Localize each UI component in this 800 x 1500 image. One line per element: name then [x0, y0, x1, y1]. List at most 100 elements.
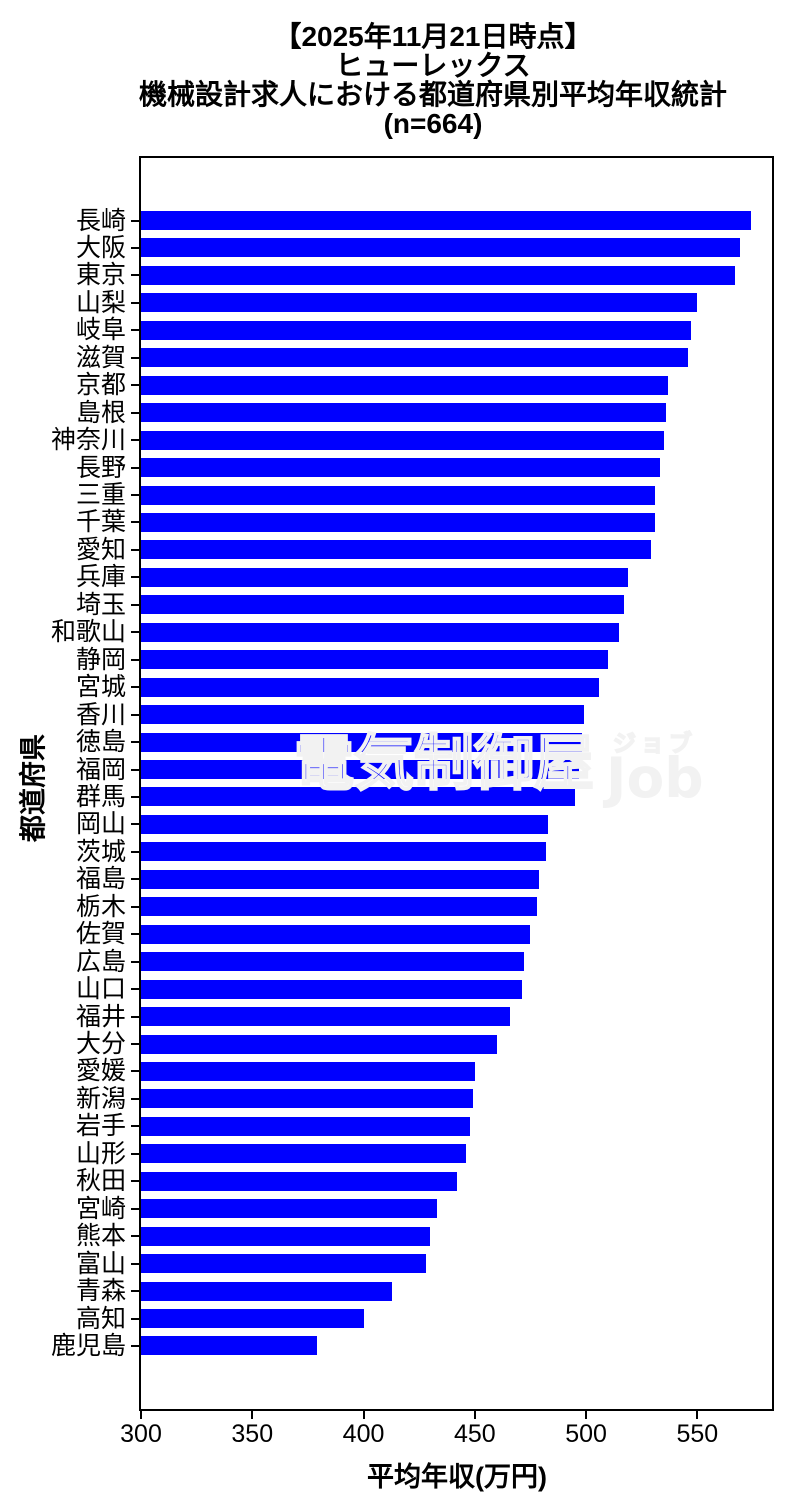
- y-tick-mark: [131, 878, 139, 881]
- y-tick-mark: [131, 576, 139, 579]
- y-tick-mark: [131, 741, 139, 744]
- bar: [141, 1116, 471, 1136]
- bar: [141, 732, 582, 752]
- y-tick-mark: [131, 658, 139, 661]
- y-tick-mark: [131, 494, 139, 496]
- bar: [141, 650, 609, 670]
- x-tick-label: 400: [342, 1420, 385, 1448]
- y-tick-label: 東京: [75, 261, 126, 290]
- bar: [141, 1226, 431, 1246]
- bar: [141, 705, 584, 725]
- bar: [141, 1171, 457, 1191]
- y-tick-mark: [131, 823, 139, 826]
- bar: [141, 1089, 473, 1109]
- watermark-kanji-text: 電気制御屋: [293, 730, 595, 798]
- y-tick-label: 群馬: [75, 782, 126, 811]
- x-tick-mark: [585, 1411, 588, 1419]
- bar: [141, 1254, 426, 1274]
- bar: [141, 924, 531, 944]
- y-tick-label: 埼玉: [75, 590, 126, 619]
- watermark-latin-group: ジョブ Job: [606, 730, 704, 810]
- title-line-4: (n=664): [383, 108, 483, 139]
- bar: [141, 595, 624, 615]
- y-tick-mark: [131, 905, 139, 908]
- plot-left-spine: [139, 156, 141, 1411]
- y-tick-mark: [131, 1317, 139, 1320]
- y-tick-label: 福井: [75, 1002, 126, 1031]
- y-tick-label: 和歌山: [50, 618, 126, 647]
- y-tick-mark: [131, 1043, 139, 1045]
- plot-top-spine: [139, 156, 774, 158]
- y-tick-mark: [131, 1125, 139, 1128]
- watermark-job-text: Job: [606, 746, 704, 810]
- bar: [141, 814, 549, 834]
- y-tick-label: 宮城: [75, 673, 126, 702]
- x-tick-label: 350: [231, 1420, 274, 1448]
- y-tick-label: 静岡: [75, 645, 126, 674]
- x-tick-mark: [362, 1411, 365, 1419]
- y-tick-mark: [131, 219, 139, 222]
- y-tick-mark: [131, 850, 139, 853]
- x-tick-mark: [140, 1411, 142, 1419]
- y-tick-mark: [131, 1015, 139, 1018]
- bar: [141, 512, 656, 532]
- y-tick-label: 京都: [75, 371, 126, 400]
- y-tick-label: 新潟: [75, 1084, 126, 1113]
- y-tick-mark: [131, 1097, 139, 1100]
- y-tick-mark: [131, 686, 139, 689]
- y-tick-label: 佐賀: [75, 920, 126, 949]
- watermark-furigana-text: ジョブ: [612, 730, 697, 757]
- y-tick-label: 滋賀: [75, 343, 126, 372]
- y-tick-label: 鹿児島: [50, 1331, 126, 1360]
- x-tick-mark: [473, 1411, 476, 1419]
- bar: [141, 485, 656, 505]
- y-tick-mark: [131, 329, 139, 332]
- title-line-3: 機械設計求人における都道府県別平均年収統計: [138, 79, 727, 110]
- y-tick-label: 山口: [75, 975, 126, 1004]
- bar: [141, 238, 740, 258]
- y-tick-label: 広島: [75, 947, 126, 976]
- bar: [141, 1061, 475, 1081]
- plot-right-spine: [772, 156, 774, 1411]
- x-axis-title: 平均年収(万円): [367, 1462, 547, 1492]
- y-tick-label: 三重: [75, 481, 126, 509]
- bar: [141, 622, 620, 642]
- y-tick-label: 島根: [75, 398, 126, 427]
- y-tick-mark: [131, 988, 139, 991]
- y-tick-label: 岩手: [75, 1112, 126, 1141]
- title-line-1: 【2025年11月21日時点】: [273, 21, 593, 52]
- x-tick-label: 450: [453, 1420, 496, 1448]
- y-tick-mark: [131, 960, 139, 963]
- bar: [141, 677, 600, 697]
- bar: [141, 458, 660, 478]
- x-tick-mark: [251, 1411, 254, 1419]
- y-tick-label: 岐阜: [75, 316, 126, 345]
- y-tick-mark: [131, 466, 139, 469]
- title-line-2: ヒューレックス: [335, 50, 531, 81]
- bar: [141, 1144, 466, 1164]
- bar: [141, 320, 691, 340]
- x-tick-label: 500: [565, 1420, 607, 1448]
- bar: [141, 869, 540, 889]
- y-tick-mark: [131, 356, 139, 359]
- y-tick-mark: [131, 1290, 139, 1293]
- bar: [141, 540, 651, 560]
- bar: [141, 348, 689, 368]
- y-tick-label: 山梨: [75, 288, 126, 317]
- y-tick-label: 青森: [75, 1277, 126, 1306]
- bar: [141, 293, 698, 313]
- y-tick-mark: [131, 1152, 139, 1155]
- y-tick-mark: [131, 1344, 139, 1347]
- x-tick-mark: [696, 1411, 699, 1419]
- plot-bottom-spine: [139, 1409, 774, 1411]
- y-tick-label: 栃木: [75, 892, 126, 921]
- y-tick-mark: [131, 933, 139, 936]
- y-tick-label: 山形: [75, 1139, 126, 1168]
- bar: [141, 211, 751, 230]
- bar: [141, 1199, 437, 1219]
- bar: [141, 897, 538, 917]
- y-tick-mark: [131, 713, 139, 716]
- y-tick-mark: [131, 603, 139, 606]
- y-tick-mark: [131, 1262, 139, 1265]
